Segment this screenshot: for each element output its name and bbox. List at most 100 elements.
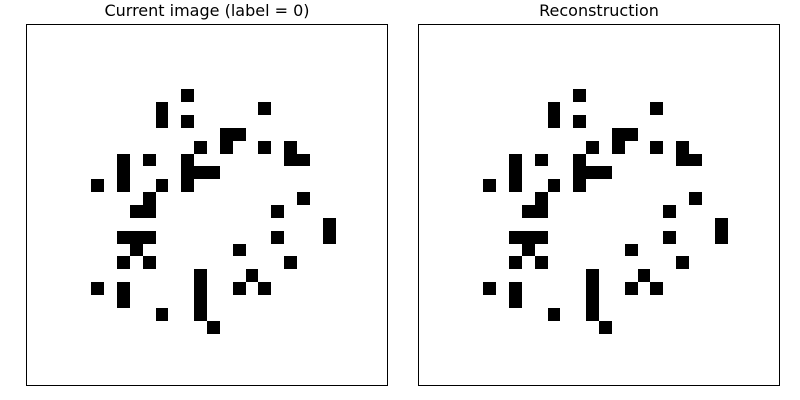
- pixel-cell: [548, 179, 560, 192]
- pixel-cell: [509, 295, 522, 308]
- current-image-title: Current image (label = 0): [104, 1, 310, 20]
- pixel-cell: [650, 282, 663, 295]
- pixel-cell: [573, 89, 586, 102]
- pixel-cell: [509, 154, 522, 166]
- pixel-cell: [143, 154, 156, 166]
- pixel-cell: [220, 128, 233, 141]
- pixel-cell: [284, 256, 297, 269]
- pixel-cell: [509, 179, 522, 192]
- pixel-cell: [663, 231, 676, 244]
- pixel-cell: [715, 218, 728, 231]
- pixel-cell: [181, 179, 194, 192]
- pixel-cell: [117, 295, 130, 308]
- pixel-cell: [522, 205, 535, 218]
- pixel-cell: [586, 141, 599, 154]
- pixel-cell: [156, 308, 168, 321]
- pixel-cell: [625, 244, 638, 256]
- pixel-cell: [181, 115, 194, 128]
- pixel-cell: [258, 102, 271, 115]
- pixel-cell: [258, 282, 271, 295]
- pixel-cell: [207, 166, 220, 179]
- pixel-cell: [117, 282, 130, 295]
- pixel-cell: [284, 154, 297, 166]
- pixel-cell: [599, 166, 612, 179]
- pixel-cell: [233, 128, 246, 141]
- pixel-cell: [535, 192, 548, 205]
- pixel-cell: [586, 308, 599, 321]
- reconstruction-pixel-grid: [419, 25, 779, 385]
- pixel-cell: [548, 102, 560, 115]
- pixel-cell: [181, 154, 194, 166]
- pixel-cell: [181, 89, 194, 102]
- pixel-cell: [143, 192, 156, 205]
- pixel-cell: [323, 218, 336, 231]
- pixel-cell: [715, 231, 728, 244]
- pixel-cell: [91, 282, 104, 295]
- pixel-cell: [676, 141, 689, 154]
- pixel-cell: [194, 308, 207, 321]
- pixel-cell: [612, 128, 625, 141]
- pixel-cell: [117, 231, 130, 244]
- pixel-cell: [194, 269, 207, 282]
- pixel-cell: [573, 154, 586, 166]
- pixel-cell: [689, 154, 702, 166]
- pixel-cell: [143, 205, 156, 218]
- pixel-cell: [297, 192, 310, 205]
- pixel-cell: [194, 166, 207, 179]
- pixel-cell: [676, 256, 689, 269]
- pixel-cell: [233, 244, 246, 256]
- pixel-cell: [130, 244, 143, 256]
- pixel-cell: [220, 141, 233, 154]
- pixel-cell: [535, 154, 548, 166]
- pixel-cell: [130, 231, 143, 244]
- reconstruction-panel: [418, 24, 780, 386]
- pixel-cell: [271, 231, 284, 244]
- pixel-cell: [676, 154, 689, 166]
- pixel-cell: [509, 282, 522, 295]
- pixel-cell: [573, 166, 586, 179]
- pixel-cell: [535, 256, 548, 269]
- pixel-cell: [509, 166, 522, 179]
- pixel-cell: [483, 282, 496, 295]
- pixel-cell: [650, 102, 663, 115]
- pixel-cell: [625, 282, 638, 295]
- pixel-cell: [117, 179, 130, 192]
- pixel-cell: [143, 256, 156, 269]
- pixel-cell: [323, 231, 336, 244]
- pixel-cell: [663, 205, 676, 218]
- pixel-cell: [650, 141, 663, 154]
- pixel-cell: [573, 179, 586, 192]
- pixel-cell: [156, 115, 168, 128]
- pixel-cell: [586, 295, 599, 308]
- pixel-cell: [258, 141, 271, 154]
- pixel-cell: [535, 231, 548, 244]
- pixel-cell: [117, 256, 130, 269]
- pixel-cell: [271, 205, 284, 218]
- pixel-cell: [284, 141, 297, 154]
- pixel-cell: [117, 154, 130, 166]
- pixel-cell: [548, 115, 560, 128]
- pixel-cell: [522, 244, 535, 256]
- pixel-cell: [483, 179, 496, 192]
- pixel-cell: [586, 166, 599, 179]
- pixel-cell: [509, 256, 522, 269]
- pixel-cell: [194, 141, 207, 154]
- reconstruction-title: Reconstruction: [539, 1, 659, 20]
- pixel-cell: [297, 154, 310, 166]
- pixel-cell: [194, 295, 207, 308]
- current-image-pixel-grid: [27, 25, 387, 385]
- pixel-cell: [586, 282, 599, 295]
- pixel-cell: [548, 308, 560, 321]
- current-image-panel: [26, 24, 388, 386]
- pixel-cell: [638, 269, 650, 282]
- pixel-cell: [586, 269, 599, 282]
- pixel-cell: [535, 205, 548, 218]
- pixel-cell: [599, 321, 612, 334]
- pixel-cell: [91, 179, 104, 192]
- pixel-cell: [689, 192, 702, 205]
- pixel-cell: [207, 321, 220, 334]
- pixel-cell: [143, 231, 156, 244]
- pixel-cell: [156, 179, 168, 192]
- pixel-cell: [573, 115, 586, 128]
- pixel-cell: [509, 231, 522, 244]
